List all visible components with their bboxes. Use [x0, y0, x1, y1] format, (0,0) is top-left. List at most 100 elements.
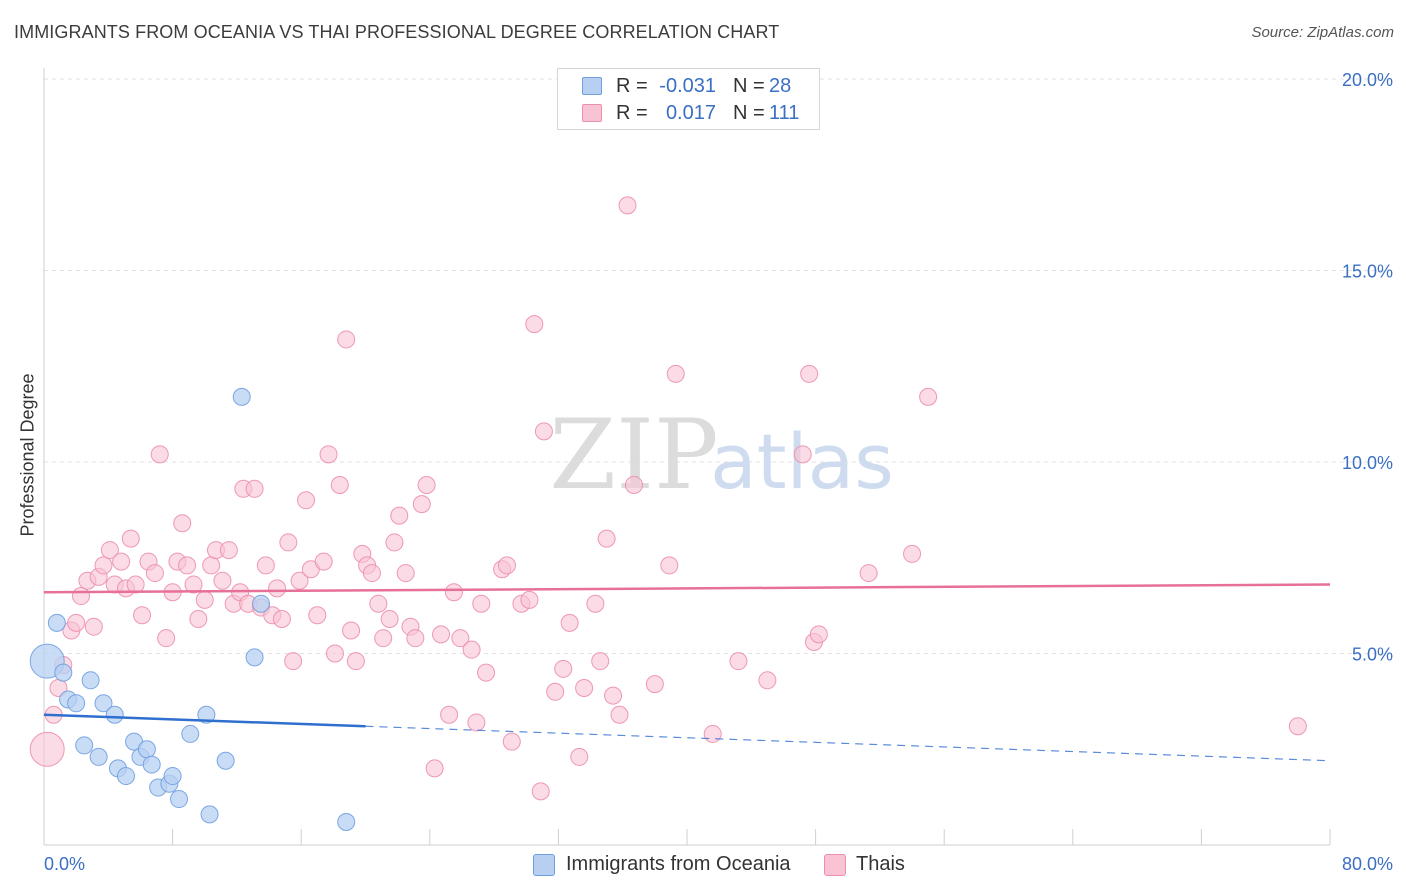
thais-point — [570, 747, 589, 766]
thais-point — [467, 713, 486, 732]
legend-swatch-oceania — [582, 77, 602, 95]
oceania-point — [54, 663, 73, 682]
thais-points — [29, 196, 1307, 801]
y-tick-label: 15.0% — [1342, 262, 1393, 282]
legend-r-value-thais: 0.017 — [665, 102, 716, 124]
thais-point — [1288, 717, 1307, 736]
oceania-point — [142, 755, 161, 774]
thais-point — [337, 330, 356, 349]
thais-point — [610, 705, 629, 724]
thais-point — [903, 544, 922, 563]
legend-r-label: R = — [616, 75, 648, 97]
legend-swatch-thais — [582, 104, 602, 122]
thais-point — [451, 629, 470, 648]
thais-point — [279, 533, 298, 552]
legend-r-value-oceania: -0.031 — [659, 75, 716, 97]
legend-n-label: N = — [733, 102, 765, 124]
oceania-point — [105, 705, 124, 724]
thais-point — [618, 196, 637, 215]
thais-point — [202, 556, 221, 575]
thais-point — [919, 387, 938, 406]
thais-point — [342, 621, 361, 640]
thais-point — [645, 675, 664, 694]
series-legend-oceania[interactable]: Immigrants from Oceania — [533, 852, 803, 878]
thais-point — [444, 583, 463, 602]
oceania-point — [181, 724, 200, 743]
thais-point — [472, 594, 491, 613]
thais-point — [325, 644, 344, 663]
thais-point — [184, 575, 203, 594]
thais-point — [597, 529, 616, 548]
thais-point — [308, 606, 327, 625]
legend-label-oceania: Immigrants from Oceania — [566, 853, 791, 875]
oceania-point — [137, 740, 156, 759]
thais-point — [219, 541, 238, 560]
thais-point — [385, 533, 404, 552]
oceania-trend-line — [43, 713, 366, 728]
trend-lines — [43, 583, 1331, 762]
thais-point — [502, 732, 521, 751]
thais-point — [374, 629, 393, 648]
thais-point — [145, 564, 164, 583]
thais-point — [29, 731, 65, 767]
thais-point — [268, 579, 287, 598]
oceania-points — [29, 387, 356, 832]
thais-point — [330, 475, 349, 494]
oceania-point — [232, 387, 251, 406]
thais-point — [531, 782, 550, 801]
thais-point — [462, 640, 481, 659]
oceania-point — [89, 747, 108, 766]
legend-n-value-oceania: 28 — [769, 75, 792, 97]
grid-lines — [44, 78, 1392, 654]
legend-swatch-thais — [824, 854, 846, 876]
thais-point — [809, 625, 828, 644]
thais-point — [624, 475, 643, 494]
thais-trend-line — [43, 583, 1331, 594]
thais-point — [121, 529, 140, 548]
y-tick-label: 10.0% — [1342, 453, 1393, 473]
thais-point — [534, 422, 553, 441]
thais-point — [560, 613, 579, 632]
thais-point — [396, 564, 415, 583]
thais-point — [477, 663, 496, 682]
y-tick-label: 5.0% — [1352, 645, 1393, 665]
watermark-zip: ZIP — [549, 399, 718, 511]
thais-point — [100, 541, 119, 560]
thais-point — [126, 575, 145, 594]
oceania-point — [67, 694, 86, 713]
oceania-point — [216, 751, 235, 770]
thais-point — [586, 594, 605, 613]
thais-point — [800, 364, 819, 383]
thais-point — [758, 671, 777, 690]
thais-point — [94, 556, 113, 575]
x-tick-label: 0.0% — [44, 854, 85, 874]
thais-point — [859, 564, 878, 583]
thais-point — [256, 556, 275, 575]
y-tick-label: 20.0% — [1342, 70, 1393, 90]
thais-point — [284, 652, 303, 671]
thais-point — [362, 564, 381, 583]
legend-r-label: R = — [616, 102, 648, 124]
oceania-point — [47, 613, 66, 632]
thais-point — [71, 587, 90, 606]
thais-point — [112, 552, 131, 571]
thais-point — [290, 571, 309, 590]
thais-point — [666, 364, 685, 383]
thais-point — [272, 610, 291, 629]
oceania-trend-extension — [365, 725, 1331, 762]
thais-point — [729, 652, 748, 671]
thais-point — [346, 652, 365, 671]
oceania-point — [170, 790, 189, 809]
thais-point — [67, 613, 86, 632]
stats-legend: R = -0.031 N = 28 R = 0.017 N = 111 — [557, 68, 820, 130]
series-legend-thais[interactable]: Thais — [824, 852, 924, 878]
chart-title: IMMIGRANTS FROM OCEANIA VS THAI PROFESSI… — [14, 22, 780, 42]
thais-point — [133, 606, 152, 625]
thais-point — [369, 594, 388, 613]
thais-point — [497, 556, 516, 575]
thais-point — [440, 705, 459, 724]
thais-point — [554, 659, 573, 678]
oceania-point — [200, 805, 219, 824]
thais-point — [314, 552, 333, 571]
legend-label-thais: Thais — [856, 853, 905, 875]
